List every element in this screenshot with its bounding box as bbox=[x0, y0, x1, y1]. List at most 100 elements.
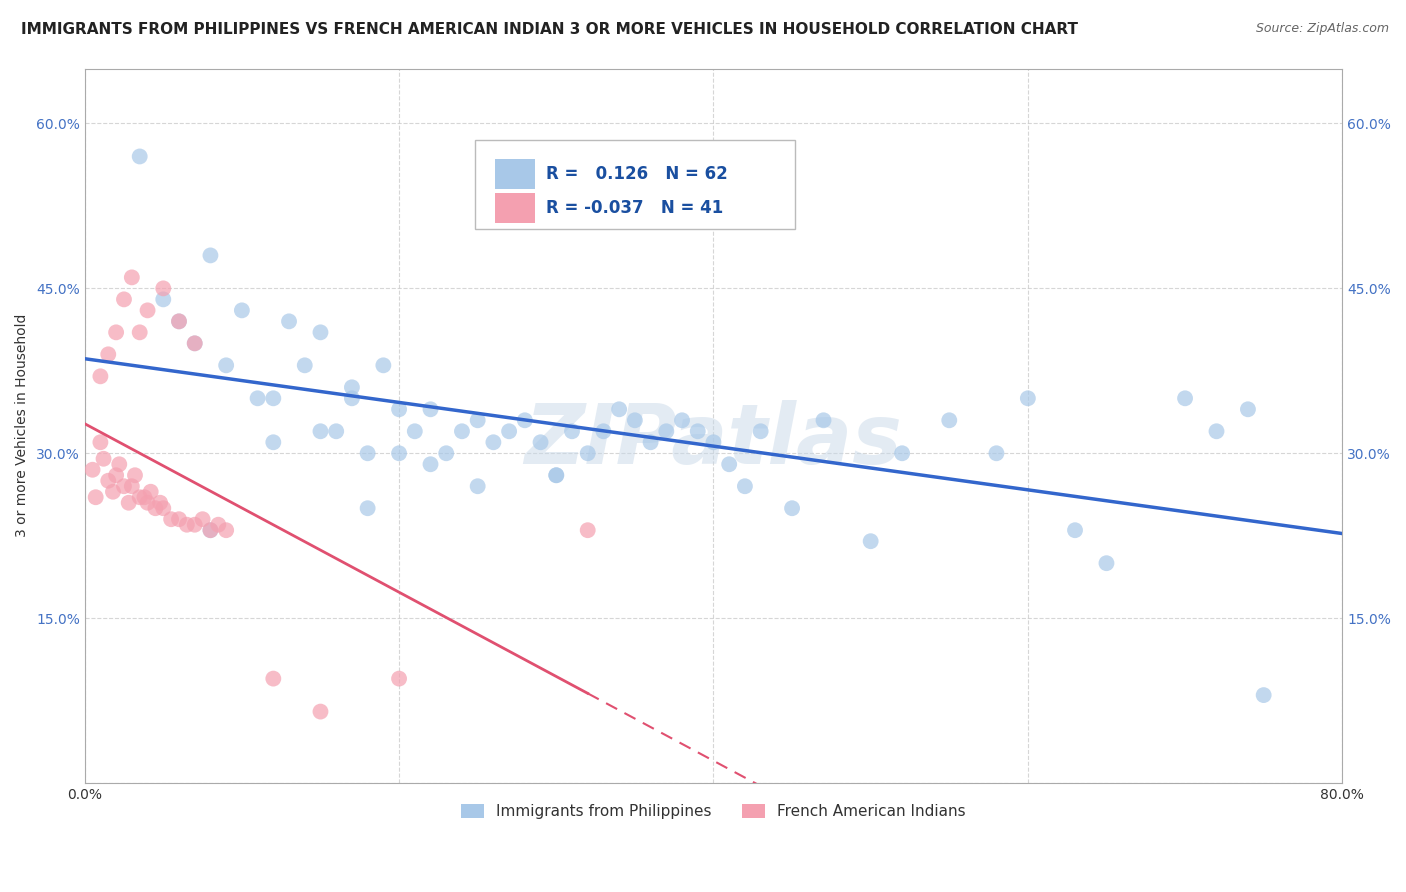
Point bbox=[215, 523, 238, 537]
Point bbox=[97, 474, 120, 488]
Text: Source: ZipAtlas.com: Source: ZipAtlas.com bbox=[1256, 22, 1389, 36]
Point bbox=[128, 326, 150, 340]
Point bbox=[938, 413, 960, 427]
Point bbox=[89, 369, 111, 384]
Point bbox=[498, 424, 520, 438]
Point bbox=[1237, 402, 1260, 417]
Point bbox=[149, 496, 172, 510]
Point bbox=[167, 314, 190, 328]
Point bbox=[340, 380, 363, 394]
Point bbox=[128, 490, 150, 504]
Point bbox=[121, 270, 143, 285]
Point bbox=[294, 359, 316, 373]
Point bbox=[152, 293, 174, 307]
FancyBboxPatch shape bbox=[475, 140, 796, 229]
Point bbox=[97, 347, 120, 361]
Point bbox=[891, 446, 914, 460]
Point bbox=[576, 523, 599, 537]
Point bbox=[702, 435, 724, 450]
Point bbox=[325, 424, 347, 438]
Point bbox=[105, 468, 128, 483]
Point bbox=[1064, 523, 1087, 537]
Point bbox=[734, 479, 756, 493]
Point bbox=[1174, 392, 1197, 406]
Point bbox=[529, 435, 551, 450]
Point bbox=[207, 517, 229, 532]
Point bbox=[309, 705, 332, 719]
Point bbox=[467, 413, 489, 427]
Point bbox=[246, 392, 269, 406]
Point bbox=[546, 468, 568, 483]
Point bbox=[167, 314, 190, 328]
Point bbox=[139, 484, 162, 499]
Point bbox=[1205, 424, 1227, 438]
Point bbox=[278, 314, 301, 328]
Point bbox=[451, 424, 474, 438]
Point bbox=[671, 413, 693, 427]
Point bbox=[231, 303, 253, 318]
Point bbox=[200, 248, 222, 262]
Point bbox=[986, 446, 1008, 460]
Point bbox=[624, 413, 647, 427]
Point bbox=[121, 479, 143, 493]
Point bbox=[513, 413, 536, 427]
Point bbox=[404, 424, 426, 438]
Point bbox=[108, 457, 131, 471]
Point bbox=[419, 402, 441, 417]
Point bbox=[482, 435, 505, 450]
Point bbox=[93, 451, 115, 466]
Point bbox=[780, 501, 803, 516]
Point bbox=[215, 359, 238, 373]
Point bbox=[749, 424, 772, 438]
Point bbox=[183, 517, 205, 532]
Point bbox=[576, 446, 599, 460]
Point bbox=[200, 523, 222, 537]
Point bbox=[183, 336, 205, 351]
Point bbox=[356, 446, 378, 460]
Point bbox=[124, 468, 146, 483]
Point bbox=[686, 424, 709, 438]
Point bbox=[262, 672, 284, 686]
Point bbox=[388, 446, 411, 460]
Point bbox=[655, 424, 678, 438]
Point bbox=[340, 392, 363, 406]
Point bbox=[607, 402, 630, 417]
Point bbox=[859, 534, 882, 549]
Point bbox=[1095, 556, 1118, 570]
Point bbox=[160, 512, 183, 526]
FancyBboxPatch shape bbox=[495, 159, 534, 188]
Text: R = -0.037   N = 41: R = -0.037 N = 41 bbox=[546, 199, 724, 217]
Point bbox=[373, 359, 395, 373]
Point bbox=[112, 293, 135, 307]
Point bbox=[561, 424, 583, 438]
Point bbox=[176, 517, 198, 532]
Point bbox=[183, 336, 205, 351]
Point bbox=[191, 512, 214, 526]
Point bbox=[167, 512, 190, 526]
Point bbox=[128, 149, 150, 163]
Point bbox=[200, 523, 222, 537]
Point bbox=[136, 303, 159, 318]
Point bbox=[152, 501, 174, 516]
Point bbox=[84, 490, 107, 504]
Point bbox=[356, 501, 378, 516]
Y-axis label: 3 or more Vehicles in Household: 3 or more Vehicles in Household bbox=[15, 314, 30, 538]
Point bbox=[813, 413, 835, 427]
Point bbox=[262, 435, 284, 450]
Point bbox=[388, 672, 411, 686]
FancyBboxPatch shape bbox=[495, 193, 534, 223]
Point bbox=[262, 392, 284, 406]
Legend: Immigrants from Philippines, French American Indians: Immigrants from Philippines, French Amer… bbox=[456, 798, 972, 825]
Point bbox=[419, 457, 441, 471]
Point bbox=[718, 457, 741, 471]
Point bbox=[134, 490, 156, 504]
Text: ZIPatlas: ZIPatlas bbox=[524, 400, 903, 481]
Point bbox=[388, 402, 411, 417]
Point bbox=[1017, 392, 1039, 406]
Point bbox=[1253, 688, 1275, 702]
Text: R =   0.126   N = 62: R = 0.126 N = 62 bbox=[546, 164, 728, 183]
Point bbox=[112, 479, 135, 493]
Point bbox=[309, 326, 332, 340]
Point bbox=[467, 479, 489, 493]
Point bbox=[145, 501, 167, 516]
